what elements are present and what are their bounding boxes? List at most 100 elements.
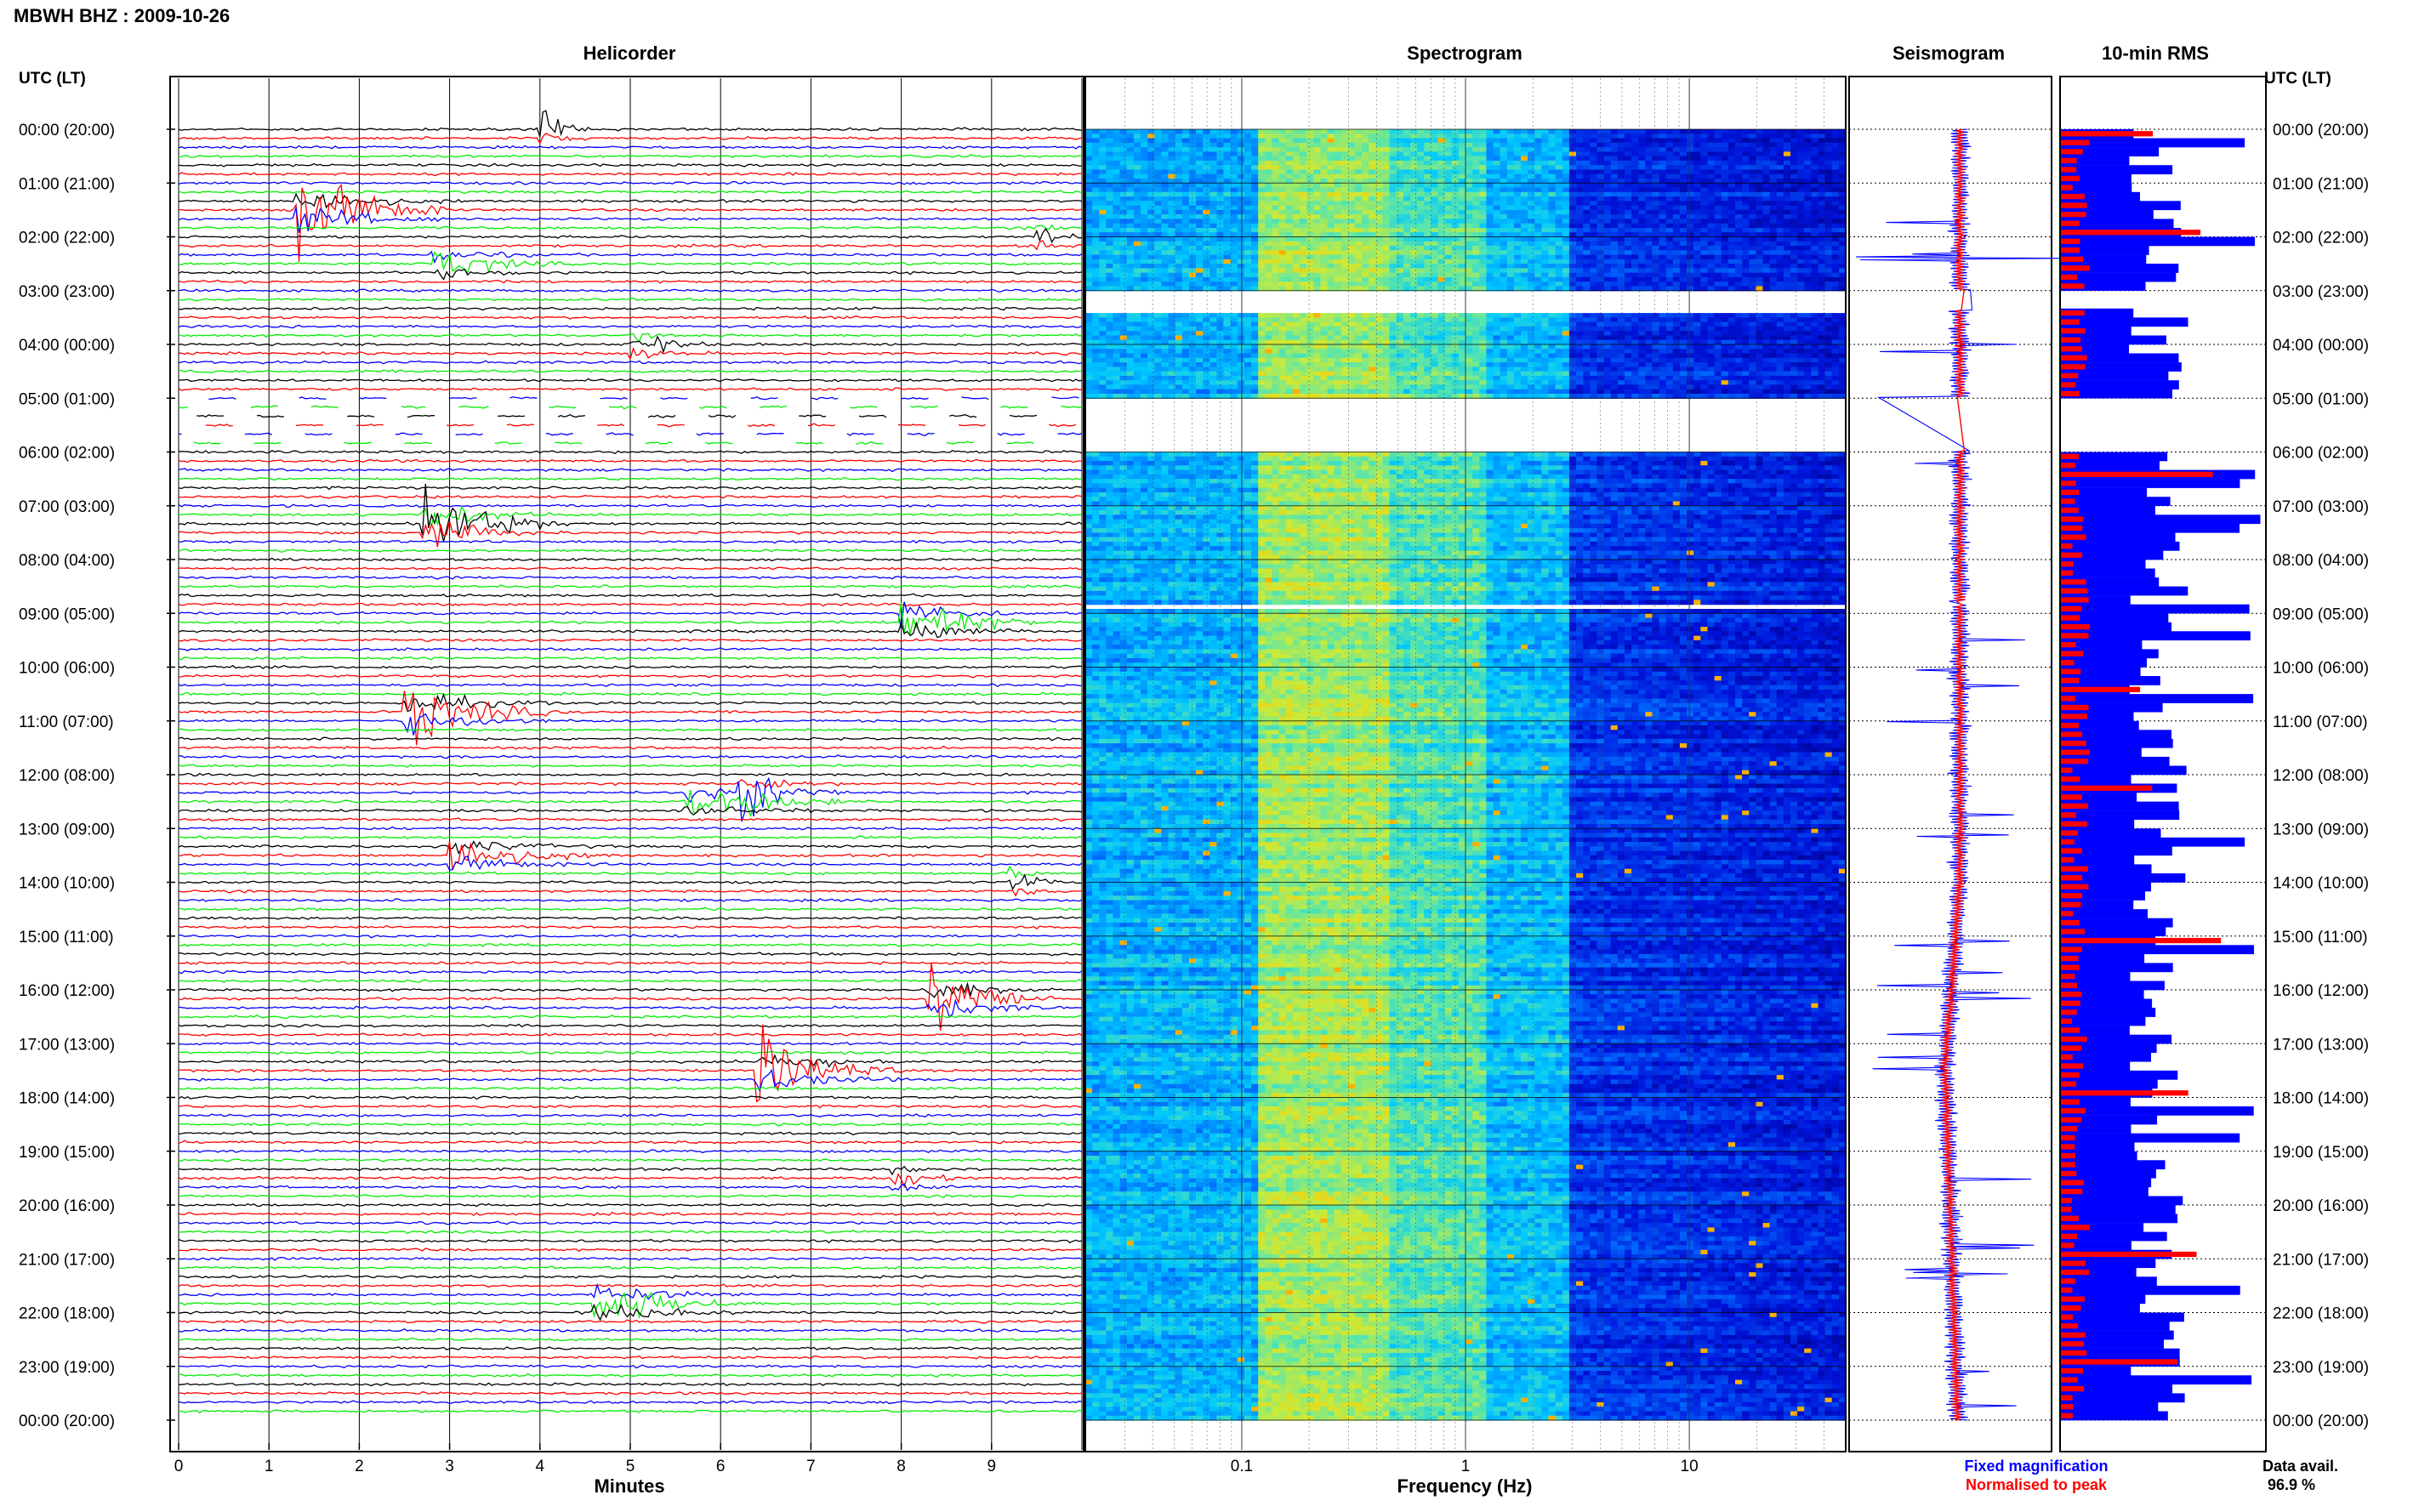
- spectrogram-cell: [1293, 134, 1301, 139]
- spectrogram-cell: [1397, 143, 1404, 148]
- spectrogram-cell: [1790, 147, 1798, 152]
- spectrogram-cell: [1403, 143, 1411, 148]
- spectrogram-cell: [1562, 129, 1570, 134]
- spectrogram-cell: [1445, 143, 1453, 148]
- spectrogram-cell: [1534, 147, 1542, 152]
- spectrogram-cell: [1120, 147, 1128, 152]
- spectrogram-cell: [1369, 147, 1376, 152]
- spectrogram-cell: [1583, 134, 1591, 139]
- spectrogram-cell: [1244, 143, 1252, 148]
- spectrogram-cell: [1534, 139, 1542, 144]
- spectrogram-cell: [1708, 129, 1716, 134]
- spectrogram-cell: [1749, 147, 1756, 152]
- spectrogram-cell: [1203, 147, 1210, 152]
- spectrogram-cell: [1134, 156, 1141, 162]
- spectrogram-cell: [1459, 129, 1466, 134]
- spectrogram-cell: [1556, 156, 1563, 162]
- spectrogram-cell: [1735, 129, 1743, 134]
- spectrogram-cell: [1832, 143, 1840, 148]
- spectrogram-cell: [1279, 143, 1287, 148]
- spectrogram-cell: [1251, 161, 1259, 166]
- spectrogram-cell: [1369, 129, 1376, 134]
- spectrogram-cell: [1300, 139, 1307, 144]
- spectrogram-cell: [1825, 134, 1833, 139]
- spectrogram-cell: [1099, 156, 1107, 162]
- spectrogram-cell: [1625, 134, 1632, 139]
- spectrogram-cell: [1300, 143, 1307, 148]
- spectrogram-cell: [1825, 139, 1833, 144]
- spectrogram-cell: [1486, 143, 1494, 148]
- spectrogram-cell: [1341, 139, 1349, 144]
- spectrogram-cell: [1092, 156, 1100, 162]
- spectrogram-cell: [1618, 143, 1625, 148]
- spectrogram-cell: [1556, 129, 1563, 134]
- spectrogram-cell: [1797, 139, 1805, 144]
- spectrogram-cell: [1424, 134, 1431, 139]
- spectrogram-cell: [1134, 139, 1141, 144]
- spectrogram-cell: [1562, 139, 1570, 144]
- spectrogram-cell: [1514, 147, 1522, 152]
- spectrogram-cell: [1127, 161, 1135, 166]
- spectrogram-cell: [1625, 129, 1632, 134]
- spectrogram-cell: [1604, 156, 1612, 162]
- spectrogram-cell: [1700, 147, 1708, 152]
- spectrogram-cell: [1735, 147, 1743, 152]
- spectrogram-cell: [1410, 143, 1418, 148]
- spectrogram-cell: [1279, 151, 1287, 156]
- spectrogram-cell: [1790, 139, 1798, 144]
- spectrogram-cell: [1306, 161, 1314, 166]
- spectrogram-cell: [1680, 156, 1688, 162]
- spectrogram-cell: [1466, 161, 1473, 166]
- spectrogram-cell: [1645, 151, 1653, 156]
- spectrogram-cell: [1403, 134, 1411, 139]
- spectrogram-cell: [1286, 161, 1294, 166]
- spectrogram-cell: [1369, 161, 1376, 166]
- spectrogram-cell: [1507, 139, 1515, 144]
- spectrogram-cell: [1556, 151, 1563, 156]
- spectrogram-cell: [1528, 156, 1535, 162]
- spectrogram-cell: [1749, 139, 1756, 144]
- spectrogram-cell: [1722, 147, 1729, 152]
- spectrogram-cell: [1770, 129, 1778, 134]
- spectrogram-cell: [1161, 139, 1169, 144]
- spectrogram-cell: [1362, 134, 1369, 139]
- spectrogram-cell: [1715, 151, 1722, 156]
- spectrogram-cell: [1092, 129, 1100, 134]
- spectrogram-cell: [1700, 151, 1708, 156]
- spectrogram-cell: [1811, 147, 1819, 152]
- spectrogram-cell: [1161, 156, 1169, 162]
- spectrogram-cell: [1403, 139, 1411, 144]
- spectrogram-cell: [1438, 134, 1446, 139]
- spectrogram-cell: [1141, 129, 1148, 134]
- spectrogram-cell: [1576, 134, 1584, 139]
- spectrogram-cell: [1611, 147, 1619, 152]
- spectrogram-cell: [1459, 134, 1466, 139]
- spectrogram-cell: [1120, 143, 1128, 148]
- spectrogram-cell: [1494, 139, 1501, 144]
- spectrogram-cell: [1494, 143, 1501, 148]
- spectrogram-cell: [1320, 139, 1328, 144]
- spectrogram-cell: [1500, 143, 1508, 148]
- spectrogram-cell: [1618, 156, 1625, 162]
- spectrogram-cell: [1666, 134, 1674, 139]
- spectrogram-cell: [1099, 143, 1107, 148]
- spectrogram-cell: [1106, 147, 1113, 152]
- spectrogram-cell: [1272, 129, 1279, 134]
- spectrogram-cell: [1390, 151, 1397, 156]
- spectrogram-cell: [1625, 143, 1632, 148]
- spectrogram-cell: [1708, 139, 1716, 144]
- spectrogram-cell: [1272, 139, 1279, 144]
- spectrogram-cell: [1528, 151, 1535, 156]
- spectrogram-cell: [1210, 147, 1217, 152]
- spectrogram-cell: [1279, 134, 1287, 139]
- spectrogram-cell: [1763, 143, 1771, 148]
- spectrogram-cell: [1631, 134, 1639, 139]
- spectrogram-cell: [1466, 134, 1473, 139]
- spectrogram-cell: [1825, 151, 1833, 156]
- spectrogram-cell: [1189, 151, 1197, 156]
- spectrogram-cell: [1472, 134, 1480, 139]
- spectrogram-cell: [1410, 134, 1418, 139]
- spectrogram-cell: [1383, 147, 1391, 152]
- spectrogram-cell: [1521, 129, 1528, 134]
- spectrogram-cell: [1811, 143, 1819, 148]
